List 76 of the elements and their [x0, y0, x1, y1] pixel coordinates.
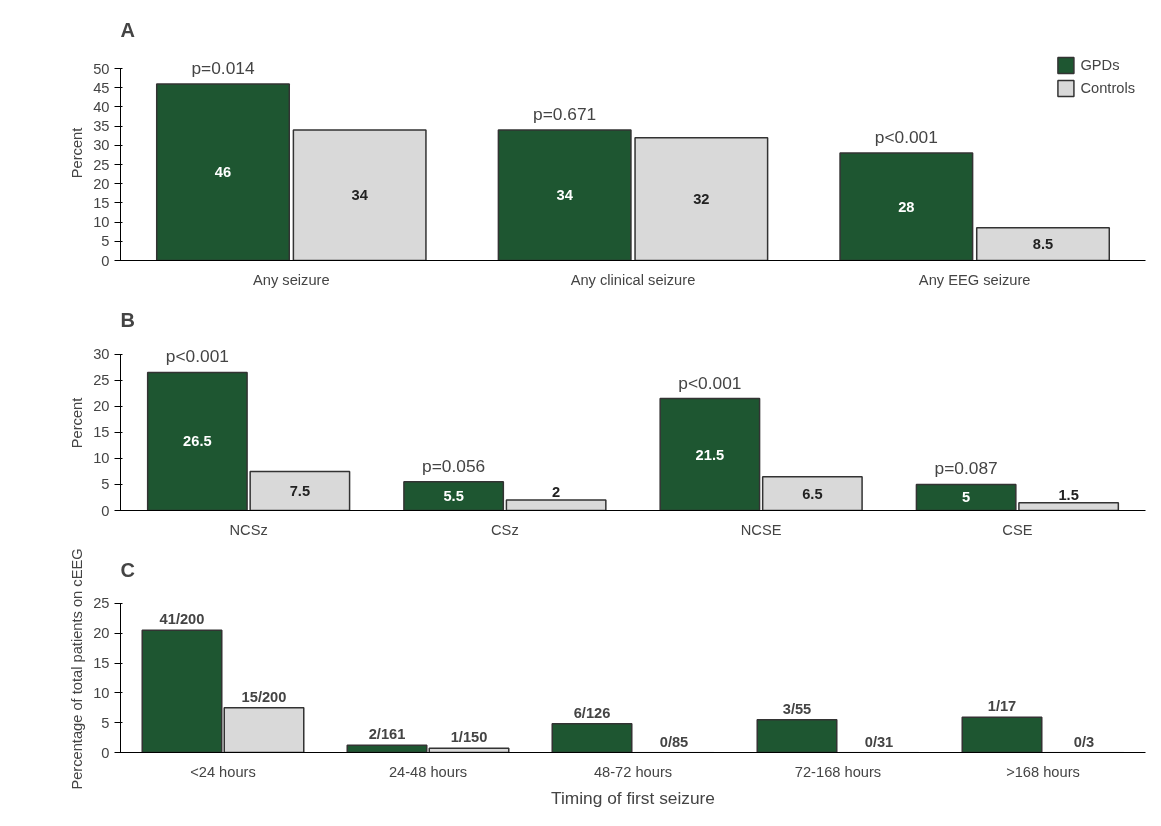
data-label: 34: [556, 187, 574, 204]
data-label: 41/200: [159, 611, 205, 628]
chart-title: A: [120, 18, 135, 41]
x-axis-title: Timing of first seizure: [550, 787, 716, 808]
y-tick-label: 25: [93, 372, 110, 389]
x-tick-label: Any clinical seizure: [570, 271, 696, 288]
annotation: p<0.001: [678, 372, 742, 393]
y-tick-label: 10: [93, 214, 110, 231]
annotation: p<0.001: [165, 346, 229, 367]
chart-title: C: [120, 558, 135, 581]
y-tick-label: 20: [93, 175, 110, 192]
y-tick-label: 5: [101, 714, 110, 731]
y-tick-label: 30: [93, 137, 110, 154]
y-tick-label: 0: [101, 744, 110, 761]
x-tick-label: NCSz: [229, 521, 268, 538]
x-tick-label: Any seizure: [253, 271, 330, 288]
annotation: p<0.001: [874, 127, 938, 147]
data-label: 15/200: [241, 688, 287, 705]
x-tick-label: >168 hours: [1006, 763, 1080, 780]
data-label: 2/161: [368, 726, 406, 743]
y-tick-label: 5: [101, 233, 110, 250]
x-tick-label: CSE: [1002, 521, 1033, 538]
data-label: 32: [693, 191, 710, 208]
annotation: p=0.014: [191, 57, 255, 78]
y-tick-label: 35: [93, 118, 110, 135]
data-label: 0/3: [1073, 733, 1095, 750]
data-label: 5: [962, 489, 971, 506]
legend-label: GPDs: [1080, 57, 1120, 73]
data-label: 3/55: [782, 700, 812, 717]
y-axis-title: Percent: [69, 397, 86, 449]
data-label: 1/150: [450, 729, 488, 746]
y-tick-label: 30: [93, 346, 110, 363]
x-tick-label: 72-168 hours: [794, 763, 882, 780]
data-label: 34: [351, 187, 369, 204]
data-label: 21.5: [695, 446, 725, 463]
x-tick-label: <24 hours: [190, 763, 256, 780]
y-tick-label: 45: [93, 79, 110, 96]
y-tick-label: 10: [93, 684, 110, 701]
annotation: p=0.087: [934, 458, 998, 479]
x-tick-label: CSz: [491, 521, 519, 538]
data-label: 8.5: [1032, 236, 1054, 253]
y-tick-label: 40: [93, 98, 110, 115]
annotation: p=0.056: [422, 455, 486, 476]
data-label: 1/17: [987, 698, 1017, 715]
x-tick-label: NCSE: [740, 521, 782, 538]
y-tick-label: 25: [93, 156, 110, 173]
y-tick-label: 25: [93, 595, 110, 612]
data-label: 6.5: [802, 485, 823, 502]
x-tick-label: 24-48 hours: [388, 763, 468, 780]
y-tick-label: 20: [93, 625, 110, 642]
chart-title: B: [120, 308, 135, 331]
data-label: 46: [214, 164, 232, 181]
y-tick-label: 50: [93, 60, 110, 77]
data-label: 2: [552, 484, 561, 501]
data-label: 0/85: [659, 733, 689, 750]
y-axis-title: Percent: [69, 127, 86, 179]
data-label: 7.5: [289, 482, 311, 499]
data-label: 1.5: [1058, 486, 1079, 503]
x-tick-label: Any EEG seizure: [918, 271, 1031, 288]
data-label: 0/31: [864, 733, 894, 750]
data-label: 28: [898, 198, 915, 215]
legend-label: Controls: [1080, 80, 1135, 96]
data-label: 5.5: [443, 488, 464, 505]
y-axis-title: Percentage of total patients on cEEG: [69, 548, 86, 790]
y-tick-label: 15: [93, 655, 110, 672]
y-tick-label: 15: [93, 194, 110, 211]
y-tick-label: 10: [93, 450, 110, 467]
y-tick-label: 0: [101, 252, 110, 269]
annotation: p=0.671: [533, 103, 597, 124]
y-tick-label: 20: [93, 398, 110, 415]
x-tick-label: 48-72 hours: [593, 763, 673, 780]
data-label: 26.5: [183, 433, 212, 450]
data-label: 6/126: [573, 704, 611, 721]
y-tick-label: 0: [101, 502, 110, 519]
y-tick-label: 15: [93, 424, 110, 441]
y-tick-label: 5: [101, 476, 110, 493]
